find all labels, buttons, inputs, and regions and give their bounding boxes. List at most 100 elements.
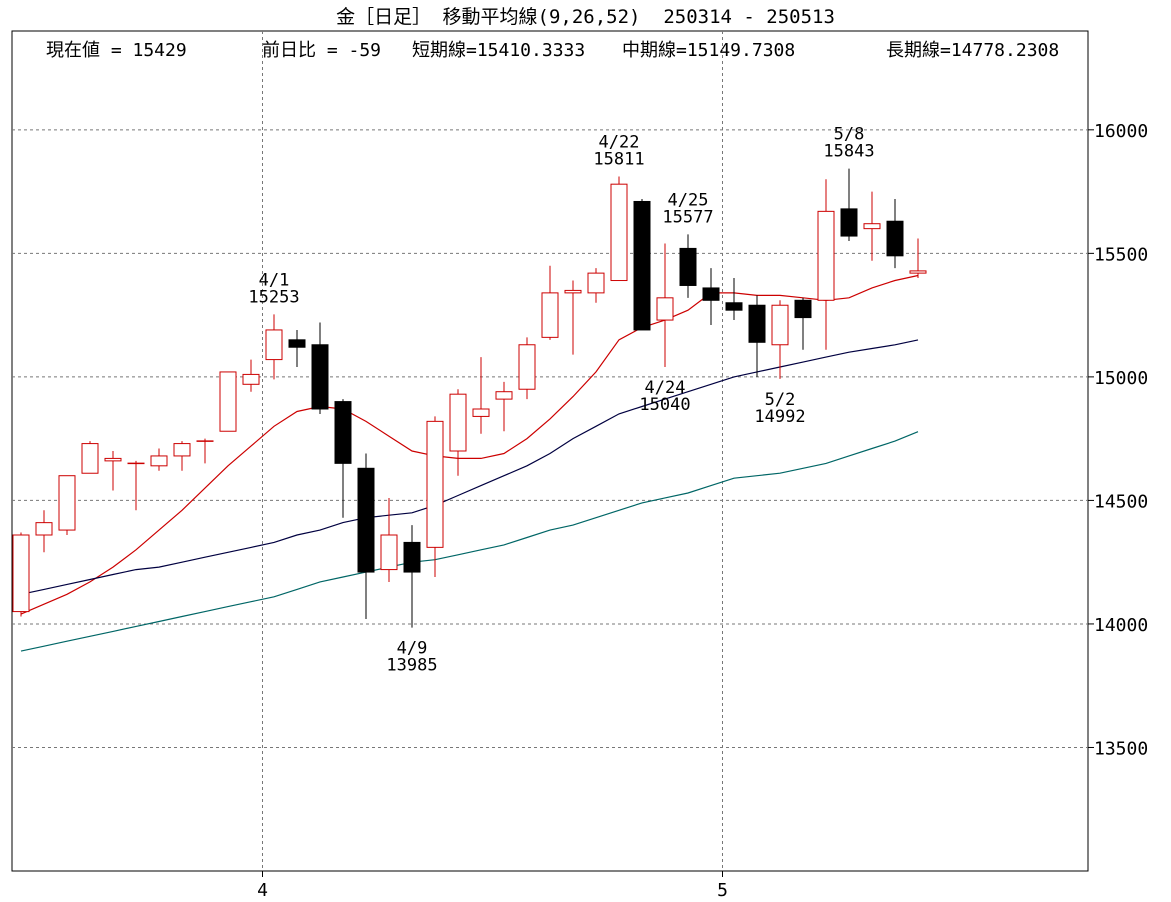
candle-body — [840, 208, 858, 237]
candle-up — [449, 389, 467, 476]
candle-down — [403, 525, 421, 628]
candle-body — [909, 270, 927, 274]
candle-down — [679, 234, 697, 298]
indicator-readout: 現在値 = 15429 前日比 = -59 短期線=15410.3333 中期線… — [14, 36, 1114, 61]
candle-up — [150, 448, 168, 471]
short-ma-value: 短期線=15410.3333 — [412, 40, 586, 61]
candle-body — [449, 393, 467, 452]
candle-up — [587, 268, 605, 303]
candle-body — [265, 329, 283, 361]
y-tick-label: 13500 — [1094, 738, 1148, 759]
candle-body — [104, 457, 122, 462]
candle-body — [518, 344, 536, 390]
candle-body — [58, 475, 76, 531]
annotation-date: 5/2 — [765, 390, 796, 410]
y-tick-label: 15500 — [1094, 244, 1148, 265]
y-tick-label: 15000 — [1094, 368, 1148, 389]
axes: 13500 14000 14500 15000 15500 16000 4 5 — [257, 121, 1148, 901]
candle-up — [104, 451, 122, 491]
chart-title: 金［日足］ 移動平均線(9,26,52) 250314 - 250513 — [336, 6, 835, 28]
candle-up — [472, 357, 490, 434]
candle-body — [35, 522, 53, 536]
candle-body — [794, 299, 812, 319]
plot-frame — [11, 30, 1089, 872]
candle-body — [886, 220, 904, 257]
candle-up — [265, 314, 283, 380]
candle-up — [541, 265, 559, 340]
candle-down — [840, 168, 858, 241]
y-tick-label: 14000 — [1094, 615, 1148, 636]
candle-down — [748, 295, 766, 377]
annotation-date: 4/25 — [668, 190, 709, 210]
annotation-price: 15811 — [593, 150, 644, 170]
candle-up — [817, 179, 835, 350]
candle-body — [702, 287, 720, 301]
candle-body — [771, 304, 789, 346]
current-value: 現在値 = 15429 — [46, 40, 187, 61]
candle-up — [12, 532, 30, 617]
candle-up — [380, 497, 398, 582]
candle-body — [242, 373, 260, 385]
annotation-date: 4/1 — [259, 270, 290, 290]
moving-average-lines — [20, 274, 919, 652]
annotation-price: 15577 — [662, 207, 713, 227]
candle-body — [610, 183, 628, 282]
annotation-price: 13985 — [386, 656, 437, 676]
candle-down — [334, 399, 352, 518]
candle-up — [173, 441, 191, 471]
candle-body — [173, 443, 191, 457]
candle-body — [633, 200, 651, 331]
annotation-date: 4/22 — [599, 133, 640, 153]
price-annotations: 4/1152534/9139854/22158114/24150404/2515… — [248, 125, 874, 676]
annotation-date: 4/24 — [645, 378, 686, 398]
month-label: 5 — [717, 880, 728, 901]
candle-up — [771, 300, 789, 379]
annotation-price: 14992 — [754, 407, 805, 427]
candle-down — [886, 199, 904, 269]
short-ma-line — [20, 274, 919, 615]
candle-up — [196, 438, 214, 464]
candle-up — [863, 191, 881, 261]
candle-down — [633, 199, 651, 331]
candle-up — [426, 416, 444, 577]
candle-body — [587, 272, 605, 294]
candle-up — [518, 337, 536, 400]
candle-body — [472, 408, 490, 417]
mid-ma-value: 中期線=15149.7308 — [622, 40, 796, 61]
y-tick-label: 16000 — [1094, 121, 1148, 142]
candle-down — [794, 297, 812, 350]
candle-down — [702, 268, 720, 325]
candle-up — [909, 238, 927, 279]
candle-up — [35, 510, 53, 553]
candle-body — [564, 289, 582, 294]
candle-up — [656, 243, 674, 367]
annotation-date: 4/9 — [397, 639, 428, 659]
month-label: 4 — [257, 880, 268, 901]
candle-body — [81, 443, 99, 474]
candle-body — [380, 534, 398, 571]
candle-body — [288, 339, 306, 348]
candle-up — [495, 381, 513, 432]
candle-body — [725, 302, 743, 311]
candle-body — [656, 297, 674, 321]
candle-down — [725, 278, 743, 321]
annotation-date: 5/8 — [834, 125, 865, 145]
candle-body — [817, 210, 835, 301]
candles — [12, 168, 927, 628]
annotation-price: 15843 — [823, 142, 874, 162]
annotation-price: 15040 — [639, 395, 690, 415]
candle-up — [610, 176, 628, 282]
candle-up — [564, 280, 582, 355]
annotation-price: 15253 — [248, 287, 299, 307]
candle-body — [541, 292, 559, 338]
candle-up — [242, 359, 260, 392]
candle-body — [748, 304, 766, 343]
candle-down — [288, 329, 306, 367]
